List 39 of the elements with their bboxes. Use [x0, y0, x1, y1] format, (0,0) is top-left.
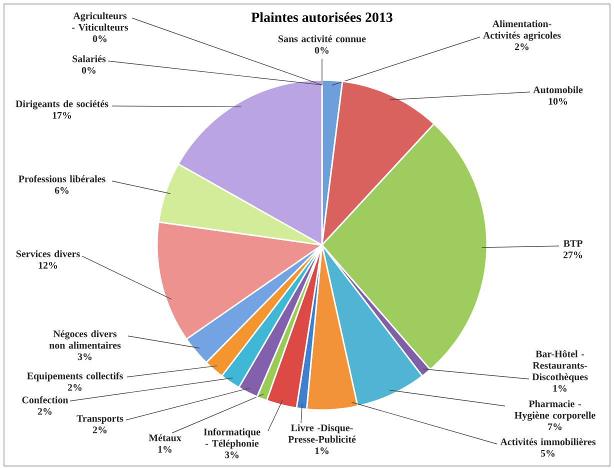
data-label: 2% — [514, 43, 529, 50]
slice-label: Confection — [22, 396, 68, 404]
category-label: Agriculteurs - Viticulteurs — [72, 12, 128, 31]
slice-label: Services divers — [16, 250, 80, 258]
data-label: 2% — [92, 426, 107, 434]
data-label: 2% — [68, 384, 82, 391]
data-label: 17% — [52, 112, 72, 119]
text: 0% — [92, 35, 107, 42]
data-label: 7% — [548, 423, 562, 430]
slice-label: Négoces divers non alimentaires — [49, 330, 121, 349]
category-label: Salariés — [72, 55, 106, 62]
slice-label: Dirigeants de sociétés — [16, 100, 108, 110]
data-label: 3% — [78, 353, 92, 360]
data-label: 6% — [54, 187, 69, 194]
category-label: Sans activité connue — [278, 35, 366, 42]
slice-label: Alimentation-Activités agricoles — [483, 20, 561, 41]
data-label: 3% — [224, 452, 239, 458]
data-label: 12% — [38, 262, 58, 269]
slice-label: Pharmacie - Hygiène corporelle — [514, 400, 596, 421]
slice-label: Métaux — [148, 434, 182, 442]
slice-label: Bar-Hôtel - Restaurants-Discothèques — [532, 350, 588, 382]
text: 0% — [82, 66, 96, 74]
slice-label: Transports — [76, 415, 124, 424]
slice-label: Activités immobilières — [500, 438, 596, 446]
chart-title: Plaintes autorisées 2013 — [251, 12, 392, 22]
data-label: 1% — [158, 446, 172, 453]
text: 0% — [314, 46, 329, 54]
slice-label: Equipements collectifs — [27, 372, 123, 382]
slice-label: Informatique - Téléphonie — [204, 428, 260, 449]
slice-label: BTP — [563, 240, 582, 247]
data-label: 2% — [38, 408, 52, 415]
data-label: 1% — [553, 384, 567, 392]
data-label: 1% — [315, 447, 329, 454]
slice-label: Professions libérales — [18, 175, 106, 182]
data-label: 5% — [540, 450, 555, 457]
data-label: 27% — [563, 252, 582, 258]
slice-label: Livre -Disque- Presse-Publicité — [288, 424, 356, 443]
slice-label: Automobile — [533, 86, 583, 94]
data-label: 10% — [548, 98, 568, 105]
